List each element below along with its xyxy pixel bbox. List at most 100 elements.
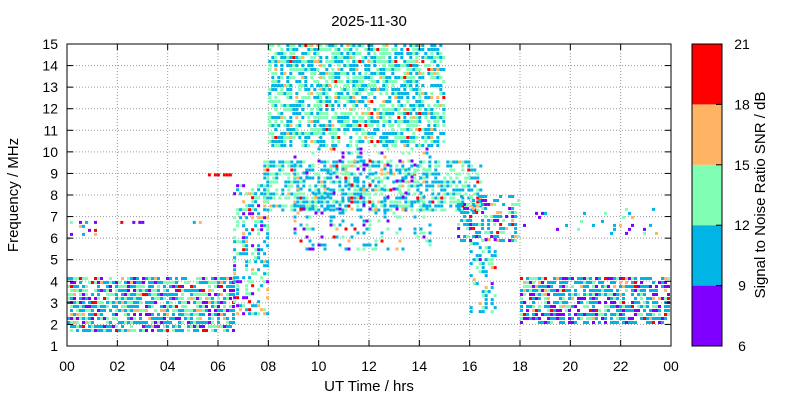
heatmap-cell xyxy=(274,88,278,91)
heatmap-cell xyxy=(350,183,354,187)
heatmap-cell xyxy=(382,104,386,107)
heatmap-cell xyxy=(130,317,133,320)
heatmap-cell xyxy=(379,140,383,143)
heatmap-cell xyxy=(352,52,356,55)
heatmap-cell xyxy=(193,329,196,332)
heatmap-cell xyxy=(242,232,246,236)
heatmap-cell xyxy=(397,64,401,67)
heatmap-cell xyxy=(475,235,479,238)
heatmap-cell xyxy=(314,200,318,204)
heatmap-cell xyxy=(340,72,344,75)
heatmap-cell xyxy=(331,140,335,143)
heatmap-cell xyxy=(280,140,284,143)
heatmap-cell xyxy=(160,329,163,332)
heatmap-cell xyxy=(619,281,622,284)
heatmap-cell xyxy=(343,128,347,131)
heatmap-cell xyxy=(331,52,335,55)
heatmap-cell xyxy=(304,140,308,143)
heatmap-cell xyxy=(73,285,76,288)
heatmap-cell xyxy=(547,313,550,316)
heatmap-cell xyxy=(356,167,360,171)
heatmap-cell xyxy=(91,317,94,320)
heatmap-cell xyxy=(406,136,410,139)
heatmap-cell xyxy=(358,80,362,83)
heatmap-cell xyxy=(437,192,441,196)
heatmap-cell xyxy=(359,200,363,204)
heatmap-cell xyxy=(416,196,420,200)
heatmap-cell xyxy=(526,317,529,320)
heatmap-cell xyxy=(73,293,76,296)
heatmap-cell xyxy=(425,207,429,211)
heatmap-cell xyxy=(359,159,363,163)
heatmap-cell xyxy=(263,208,267,212)
heatmap-cell xyxy=(263,204,267,208)
heatmap-cell xyxy=(308,184,312,188)
heatmap-cell xyxy=(469,219,473,222)
heatmap-cell xyxy=(398,159,402,163)
heatmap-cell xyxy=(419,204,423,208)
heatmap-cell xyxy=(589,313,592,316)
heatmap-cell xyxy=(442,132,446,135)
heatmap-cell xyxy=(595,297,598,300)
heatmap-cell xyxy=(328,120,332,123)
heatmap-cell xyxy=(478,223,482,226)
heatmap-cell xyxy=(313,104,317,107)
heatmap-cell xyxy=(377,160,381,164)
heatmap-cell xyxy=(380,168,384,172)
heatmap-cell xyxy=(412,96,416,99)
heatmap-cell xyxy=(229,293,232,296)
heatmap-cell xyxy=(229,289,232,292)
heatmap-cell xyxy=(421,56,425,59)
heatmap-cell xyxy=(307,48,311,51)
heatmap-cell xyxy=(76,289,79,292)
heatmap-cell xyxy=(220,285,223,288)
heatmap-cell xyxy=(355,104,359,107)
heatmap-cell xyxy=(406,48,410,51)
heatmap-cell xyxy=(184,309,187,312)
heatmap-cell xyxy=(400,48,404,51)
heatmap-cell xyxy=(187,329,190,332)
heatmap-cell xyxy=(589,289,592,292)
colorbar-tick-label: 12 xyxy=(734,217,750,233)
heatmap-cell xyxy=(359,155,363,159)
heatmap-cell xyxy=(91,313,94,316)
heatmap-cell xyxy=(484,302,488,306)
heatmap-cell xyxy=(245,292,249,296)
heatmap-cell xyxy=(529,317,532,320)
heatmap-cell xyxy=(388,124,392,127)
heatmap-cell xyxy=(337,116,341,119)
heatmap-cell xyxy=(220,277,223,280)
heatmap-cell xyxy=(472,258,476,262)
heatmap-cell xyxy=(124,301,127,304)
heatmap-cell xyxy=(625,321,628,324)
heatmap-cell xyxy=(251,192,255,196)
heatmap-cell xyxy=(373,80,377,83)
heatmap-cell xyxy=(251,208,255,212)
heatmap-cell xyxy=(628,309,631,312)
heatmap-cell xyxy=(100,325,103,328)
heatmap-cell xyxy=(199,301,202,304)
heatmap-cell xyxy=(242,208,246,212)
heatmap-cell xyxy=(484,290,488,294)
heatmap-cell xyxy=(311,163,315,167)
heatmap-cell xyxy=(352,64,356,67)
heatmap-cell xyxy=(601,281,604,284)
heatmap-cell xyxy=(334,80,338,83)
heatmap-cell xyxy=(484,286,488,290)
heatmap-cell xyxy=(472,223,476,226)
heatmap-cell xyxy=(142,277,145,280)
heatmap-cell xyxy=(508,239,512,242)
heatmap-cell xyxy=(304,68,308,71)
heatmap-cell xyxy=(73,301,76,304)
heatmap-cell xyxy=(401,176,405,180)
heatmap-cell xyxy=(70,289,73,292)
heatmap-cell xyxy=(157,317,160,320)
heatmap-cell xyxy=(380,204,384,208)
heatmap-cell xyxy=(410,184,414,188)
heatmap-cell xyxy=(292,112,296,115)
heatmap-cell xyxy=(181,301,184,304)
heatmap-cell xyxy=(355,132,359,135)
heatmap-cell xyxy=(278,172,282,176)
heatmap-cell xyxy=(257,216,261,220)
heatmap-cell xyxy=(310,76,314,79)
